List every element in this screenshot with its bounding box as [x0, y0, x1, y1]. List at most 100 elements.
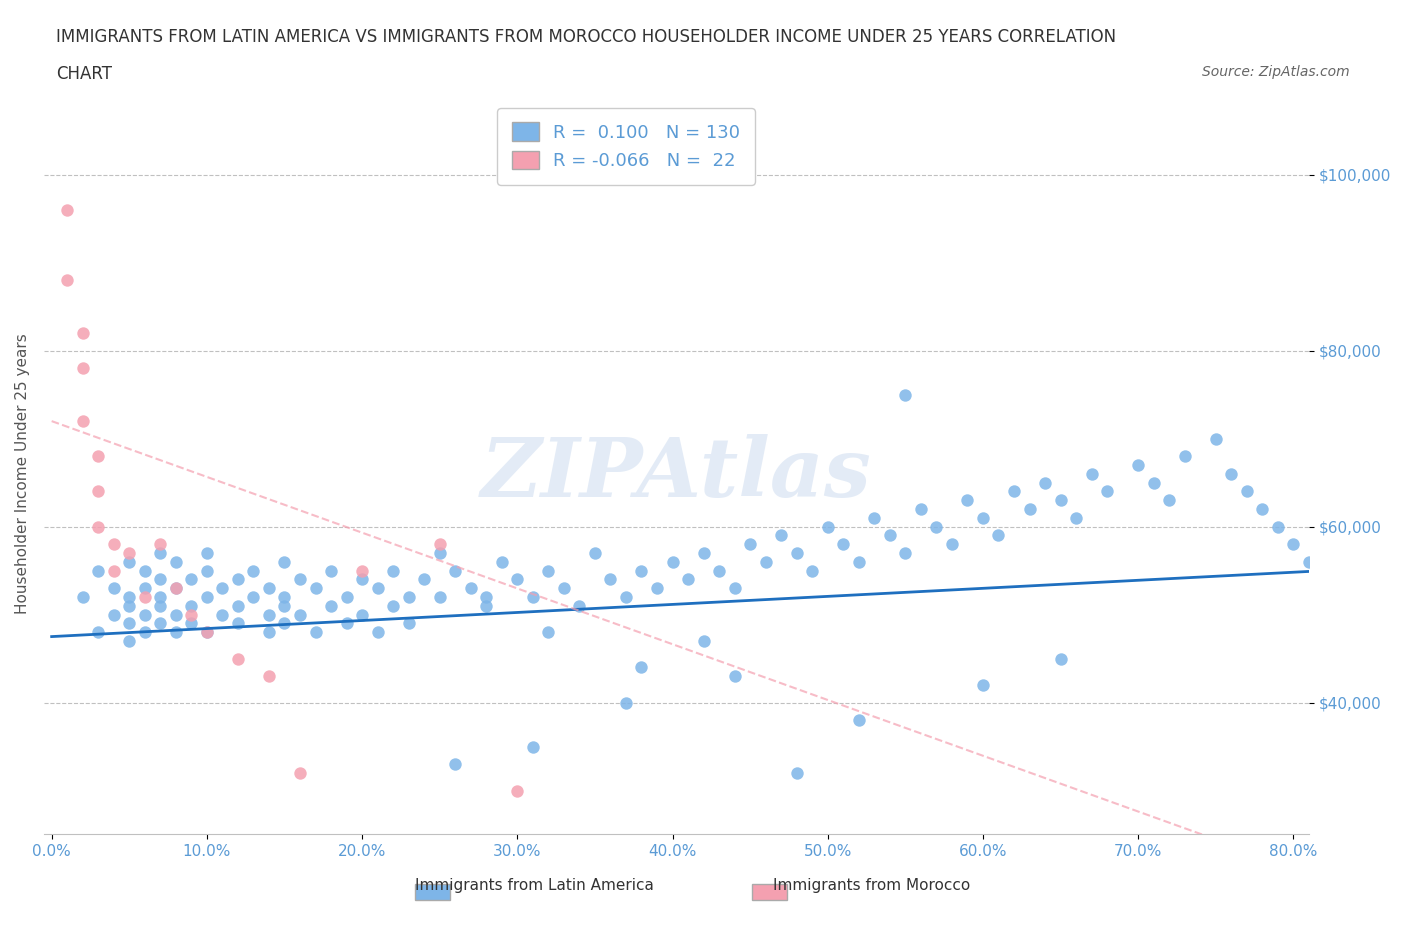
Point	[1049, 493, 1071, 508]
Point	[537, 625, 560, 640]
Point	[118, 633, 141, 648]
Point	[1251, 501, 1274, 516]
Point	[1064, 511, 1087, 525]
Point	[568, 598, 591, 613]
Point	[848, 554, 870, 569]
Point	[273, 554, 295, 569]
Point	[1174, 449, 1197, 464]
Point	[848, 712, 870, 727]
Point	[972, 511, 994, 525]
Point	[429, 546, 451, 561]
Point	[149, 537, 172, 551]
Point	[444, 564, 467, 578]
Point	[1033, 475, 1056, 490]
Point	[1220, 467, 1243, 482]
Point	[72, 326, 94, 340]
Point	[1205, 432, 1227, 446]
Text: Immigrants from Latin America: Immigrants from Latin America	[415, 878, 654, 893]
Point	[723, 669, 745, 684]
Point	[195, 590, 218, 604]
Point	[352, 607, 374, 622]
Point	[180, 598, 202, 613]
Point	[211, 607, 233, 622]
Point	[180, 572, 202, 587]
Point	[72, 414, 94, 429]
Point	[87, 484, 110, 498]
Point	[72, 361, 94, 376]
Point	[257, 580, 280, 595]
Point	[165, 554, 187, 569]
Point	[1080, 467, 1102, 482]
Point	[273, 616, 295, 631]
Point	[134, 590, 156, 604]
Point	[367, 580, 389, 595]
Point	[118, 554, 141, 569]
Point	[56, 203, 79, 218]
Point	[692, 633, 714, 648]
Point	[1298, 554, 1320, 569]
Point	[288, 765, 311, 780]
Point	[941, 537, 963, 551]
Point	[288, 607, 311, 622]
Point	[165, 580, 187, 595]
Point	[87, 625, 110, 640]
Point	[226, 651, 249, 666]
Point	[118, 598, 141, 613]
Y-axis label: Householder Income Under 25 years: Householder Income Under 25 years	[15, 334, 30, 614]
Point	[273, 598, 295, 613]
Point	[118, 546, 141, 561]
Point	[972, 678, 994, 693]
Point	[583, 546, 606, 561]
Point	[413, 572, 436, 587]
Point	[1002, 484, 1025, 498]
Point	[1143, 475, 1166, 490]
Point	[661, 554, 683, 569]
Point	[165, 607, 187, 622]
Text: IMMIGRANTS FROM LATIN AMERICA VS IMMIGRANTS FROM MOROCCO HOUSEHOLDER INCOME UNDE: IMMIGRANTS FROM LATIN AMERICA VS IMMIGRA…	[56, 28, 1116, 46]
Point	[460, 580, 482, 595]
Point	[134, 607, 156, 622]
Text: Immigrants from Morocco: Immigrants from Morocco	[773, 878, 970, 893]
Point	[894, 546, 917, 561]
Point	[382, 598, 405, 613]
Point	[522, 739, 544, 754]
Point	[707, 564, 730, 578]
Point	[72, 590, 94, 604]
Point	[118, 616, 141, 631]
Point	[630, 564, 652, 578]
Point	[956, 493, 979, 508]
Point	[894, 387, 917, 402]
Point	[226, 616, 249, 631]
Point	[910, 501, 932, 516]
Point	[553, 580, 575, 595]
Point	[257, 625, 280, 640]
Point	[537, 564, 560, 578]
Point	[398, 590, 420, 604]
Point	[118, 590, 141, 604]
Point	[304, 580, 326, 595]
Point	[335, 616, 357, 631]
Point	[87, 449, 110, 464]
Point	[87, 519, 110, 534]
Point	[195, 564, 218, 578]
Point	[195, 546, 218, 561]
Point	[195, 625, 218, 640]
Point	[103, 607, 125, 622]
Point	[645, 580, 668, 595]
Point	[242, 564, 264, 578]
Point	[335, 590, 357, 604]
Point	[134, 625, 156, 640]
Point	[506, 783, 529, 798]
Point	[429, 590, 451, 604]
Point	[257, 669, 280, 684]
Point	[475, 598, 498, 613]
Point	[149, 616, 172, 631]
Point	[444, 757, 467, 772]
Point	[382, 564, 405, 578]
Point	[226, 572, 249, 587]
Point	[180, 616, 202, 631]
Point	[1095, 484, 1118, 498]
Point	[925, 519, 948, 534]
Point	[863, 511, 886, 525]
Point	[56, 273, 79, 288]
